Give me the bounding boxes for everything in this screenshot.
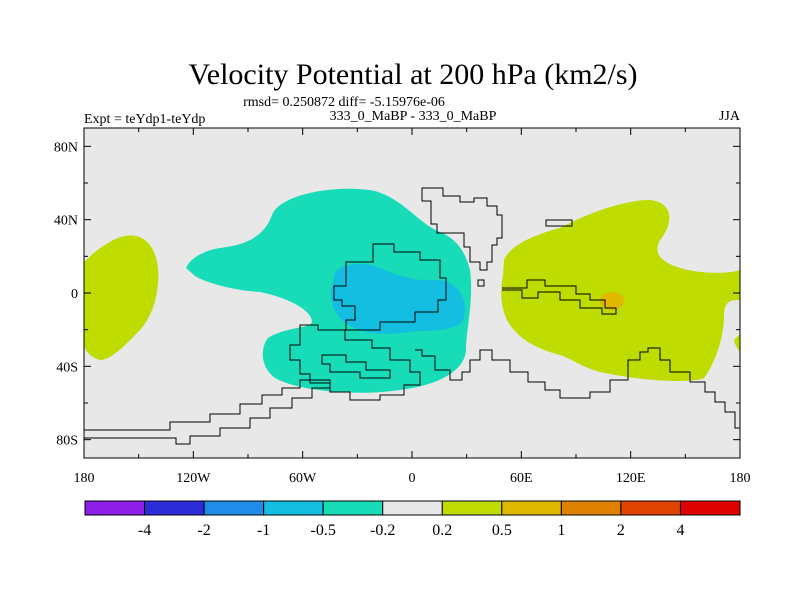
stats-line: rmsd= 0.250872 diff= -5.15976e-06 [243,95,445,110]
colorbar-swatch [679,500,741,516]
colorbar-swatch [382,500,443,516]
positive-region-east [501,200,740,381]
x-tick-label: 180 [730,471,751,486]
center-label: 333_0_MaBP - 333_0_MaBP [330,109,497,124]
outline-island-arc [415,347,740,429]
chart-title: Velocity Potential at 200 hPa (km2/s) [188,58,637,91]
outline-america-south [289,324,421,401]
colorbar-swatch [203,500,265,516]
outline-africa-eurasia [421,187,503,271]
left-label: Expt = teYdp1-teYdp [84,112,205,127]
colorbar-swatch [501,500,562,516]
x-tick-label: 0 [409,471,416,486]
colorbar-swatch [263,500,324,516]
outline-mid-islands [321,354,391,379]
colorbar-label: -1 [257,522,270,539]
colorbar-label: 1 [557,522,565,539]
colorbar-swatch [560,500,622,516]
colorbar-label: 0.2 [432,522,452,539]
y-tick-label: 40S [56,360,78,375]
positive-region-east-edge [734,334,740,352]
colorbar-label: -2 [197,522,210,539]
outline-small-island-2 [477,279,485,287]
y-tick-label: 80N [54,140,78,155]
y-tick-label: 40N [54,214,78,229]
x-axis: 180 120W 60W 0 60E 120E 180 [74,128,751,486]
plot-area: 180 120W 60W 0 60E 120E 180 80N 40N 0 40S 80S [54,127,751,486]
negative-region-core [330,263,466,334]
outline-america-north [333,243,447,331]
colorbar-label: 2 [617,522,625,539]
colorbar-swatch [620,500,681,516]
outline-small-island [545,219,573,227]
x-tick-label: 180 [74,471,95,486]
colorbar-swatch [322,500,384,516]
colorbar-label: -0.2 [370,522,395,539]
outline-southern-chain [84,379,331,445]
contour-fills [84,187,740,445]
y-tick-label: 0 [71,287,78,302]
negative-region-outer [186,188,472,393]
positive-region-core [600,292,624,310]
colorbar-swatch [144,500,205,516]
right-label: JJA [719,109,741,124]
y-axis: 80N 40N 0 40S 80S [54,140,740,449]
colorbar-swatch [441,500,503,516]
continent-outlines [84,187,740,445]
positive-region-west [84,235,159,360]
x-tick-label: 60E [510,471,533,486]
colorbar-label: 0.5 [492,522,512,539]
colorbar-label: -4 [138,522,151,539]
outline-asia-arm [502,279,617,315]
x-tick-label: 60W [289,471,317,486]
colorbar: -4 -2 -1 -0.5 -0.2 0.2 0.5 1 2 4 [84,500,741,539]
x-tick-label: 120E [616,471,646,486]
y-tick-label: 80S [56,434,78,449]
colorbar-label: -0.5 [311,522,336,539]
x-tick-label: 120W [176,471,211,486]
colorbar-swatch [84,500,146,516]
colorbar-label: 4 [676,522,684,539]
